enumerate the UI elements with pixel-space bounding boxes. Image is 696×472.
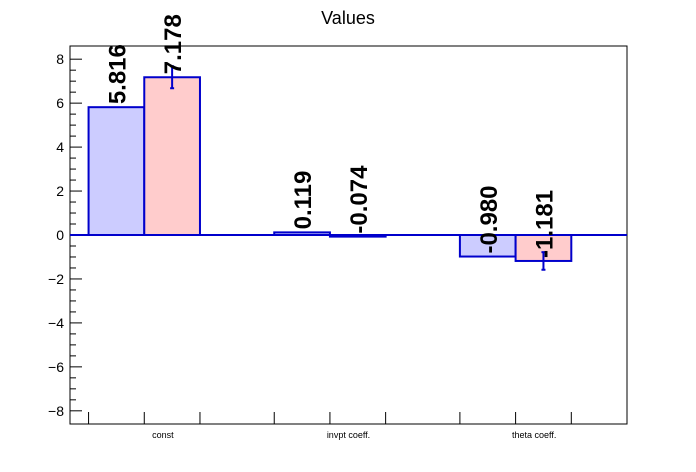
x-tick-label: invpt coeff. xyxy=(327,430,370,440)
data-label: -0.980 xyxy=(476,185,503,253)
data-labels-group: 5.816 0.119 -0.980 7.178 -0.074 -1.181 xyxy=(104,14,558,258)
y-tick-label: 4 xyxy=(56,139,64,155)
data-label: 0.119 xyxy=(290,171,317,230)
y-tick-label: −8 xyxy=(48,403,64,419)
y-tick-label: 8 xyxy=(56,51,64,67)
x-tick-label: theta coeff. xyxy=(512,430,556,440)
y-tick-label: 0 xyxy=(56,227,64,243)
bar xyxy=(87,106,146,236)
y-tick-label: 2 xyxy=(56,183,64,199)
bar xyxy=(143,76,201,236)
data-label: -0.074 xyxy=(346,165,373,234)
y-tick-label: −6 xyxy=(48,359,64,375)
bars-group xyxy=(70,65,627,271)
chart-title: Values xyxy=(321,8,375,28)
data-label: -1.181 xyxy=(531,190,558,258)
data-label: 7.178 xyxy=(160,14,187,74)
data-label: 5.816 xyxy=(104,44,131,104)
x-tick-label: const xyxy=(152,430,174,440)
y-tick-label: −4 xyxy=(48,315,64,331)
y-tick-label: 6 xyxy=(56,95,64,111)
y-tick-label: −2 xyxy=(48,271,64,287)
